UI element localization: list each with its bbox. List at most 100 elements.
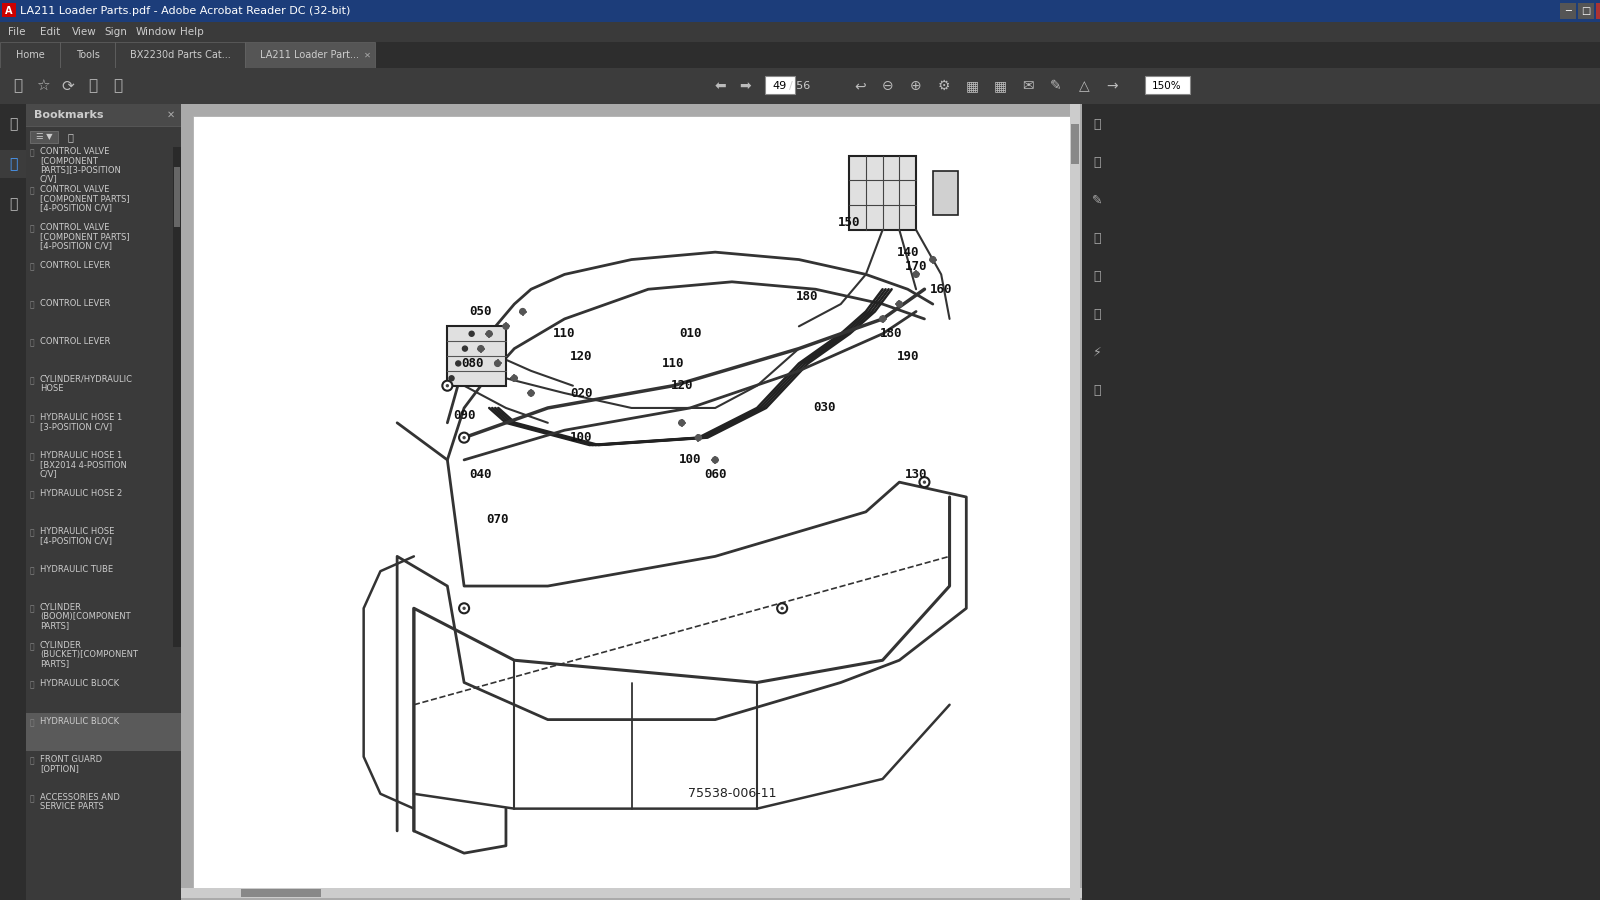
Text: 150: 150	[838, 216, 861, 229]
Bar	[0, 42, 61, 68]
Bar	[173, 147, 181, 647]
Bar	[26, 713, 181, 751]
Bar	[181, 104, 1082, 900]
Text: ✕: ✕	[166, 110, 174, 120]
Bar	[26, 126, 181, 127]
Text: CONTROL VALVE: CONTROL VALVE	[40, 223, 109, 232]
Text: CONTROL LEVER: CONTROL LEVER	[40, 299, 110, 308]
Text: PARTS]: PARTS]	[40, 659, 69, 668]
Text: ⟳: ⟳	[62, 78, 74, 94]
Circle shape	[442, 381, 453, 391]
Bar	[1146, 76, 1190, 94]
Circle shape	[781, 607, 784, 610]
Bar	[1070, 104, 1080, 900]
Text: HYDRAULIC BLOCK: HYDRAULIC BLOCK	[40, 679, 118, 688]
Text: A: A	[5, 6, 13, 16]
Text: 🔖: 🔖	[30, 528, 34, 537]
Bar	[61, 42, 115, 68]
Text: HOSE: HOSE	[40, 384, 64, 393]
Text: 140: 140	[896, 246, 918, 258]
Text: 120: 120	[670, 379, 693, 392]
Text: 📐: 📐	[1093, 269, 1101, 283]
Text: 160: 160	[930, 283, 952, 296]
Text: 🔖: 🔖	[30, 718, 34, 727]
Text: 49: 49	[773, 81, 787, 91]
Text: 110: 110	[662, 357, 685, 370]
Text: 100: 100	[678, 454, 701, 466]
Text: CONTROL LEVER: CONTROL LEVER	[40, 337, 110, 346]
Text: 🔖: 🔖	[30, 186, 34, 195]
Text: 100: 100	[570, 431, 592, 444]
Text: 📄: 📄	[1093, 383, 1101, 397]
Bar	[1560, 3, 1576, 19]
Text: ⬅: ⬅	[714, 79, 726, 93]
Bar	[245, 42, 374, 68]
Text: [COMPONENT PARTS]: [COMPONENT PARTS]	[40, 194, 130, 203]
Text: 170: 170	[906, 260, 928, 274]
Text: [4-POSITION C/V]: [4-POSITION C/V]	[40, 536, 112, 545]
Text: 190: 190	[896, 349, 918, 363]
Text: 150%: 150%	[1152, 81, 1182, 91]
Bar	[0, 68, 1600, 104]
Text: CYLINDER: CYLINDER	[40, 641, 82, 650]
Bar	[850, 156, 917, 230]
Bar	[933, 170, 958, 215]
Text: 090: 090	[453, 409, 475, 422]
Text: ⬜: ⬜	[1093, 308, 1101, 320]
Text: [3-POSITION C/V]: [3-POSITION C/V]	[40, 422, 112, 431]
Text: 🔍: 🔍	[114, 78, 123, 94]
Text: PARTS][3-POSITION: PARTS][3-POSITION	[40, 165, 122, 174]
Text: △: △	[1078, 79, 1090, 93]
Text: 75538-006-11: 75538-006-11	[688, 788, 776, 800]
Circle shape	[446, 384, 450, 387]
Text: CONTROL VALVE: CONTROL VALVE	[40, 147, 109, 156]
Bar	[26, 127, 181, 147]
Text: LA211 Loader Parts.pdf - Adobe Acrobat Reader DC (32-bit): LA211 Loader Parts.pdf - Adobe Acrobat R…	[19, 6, 350, 16]
Text: □: □	[1581, 6, 1590, 16]
Text: HYDRAULIC TUBE: HYDRAULIC TUBE	[40, 565, 114, 574]
Text: 020: 020	[570, 387, 592, 400]
Text: ⚙: ⚙	[938, 79, 950, 93]
Text: BX2230d Parts Cat...: BX2230d Parts Cat...	[130, 50, 230, 60]
Text: LA211 Loader Part...: LA211 Loader Part...	[261, 50, 360, 60]
Text: 🔖: 🔖	[30, 301, 34, 310]
Text: 120: 120	[570, 349, 592, 363]
Text: 040: 040	[469, 468, 493, 482]
Text: ─: ─	[1565, 6, 1571, 16]
Text: 🔖: 🔖	[30, 224, 34, 233]
Text: 💬: 💬	[1093, 156, 1101, 168]
Text: Bookmarks: Bookmarks	[34, 110, 104, 120]
Circle shape	[923, 481, 926, 484]
Text: [BX2014 4-POSITION: [BX2014 4-POSITION	[40, 460, 126, 469]
Text: →: →	[1106, 79, 1118, 93]
Text: 🔖: 🔖	[30, 643, 34, 652]
Bar	[181, 888, 1082, 898]
Bar	[30, 131, 58, 143]
Text: 🔒: 🔒	[1093, 231, 1101, 245]
Bar	[242, 889, 322, 897]
Text: 🔖: 🔖	[30, 680, 34, 689]
Text: 010: 010	[678, 328, 701, 340]
Bar	[1578, 3, 1594, 19]
Text: ⊕: ⊕	[910, 79, 922, 93]
Bar	[115, 42, 245, 68]
Text: 110: 110	[554, 328, 576, 340]
Text: View: View	[72, 27, 96, 37]
Text: HYDRAULIC HOSE 2: HYDRAULIC HOSE 2	[40, 489, 122, 498]
Text: ⊖: ⊖	[882, 79, 894, 93]
Circle shape	[896, 302, 902, 307]
Text: C/V]: C/V]	[40, 469, 58, 478]
Text: CYLINDER: CYLINDER	[40, 603, 82, 612]
Text: File: File	[8, 27, 26, 37]
Bar	[26, 104, 181, 900]
Text: 📄: 📄	[10, 117, 18, 131]
Bar	[2, 3, 16, 17]
Bar	[1597, 3, 1600, 19]
Text: 180: 180	[880, 328, 902, 340]
Text: ☆: ☆	[37, 78, 50, 94]
Circle shape	[459, 603, 469, 613]
Text: 📎: 📎	[10, 197, 18, 211]
Bar	[197, 120, 1074, 892]
Text: ▦: ▦	[965, 79, 979, 93]
Text: (BOOM)[COMPONENT: (BOOM)[COMPONENT	[40, 612, 131, 621]
